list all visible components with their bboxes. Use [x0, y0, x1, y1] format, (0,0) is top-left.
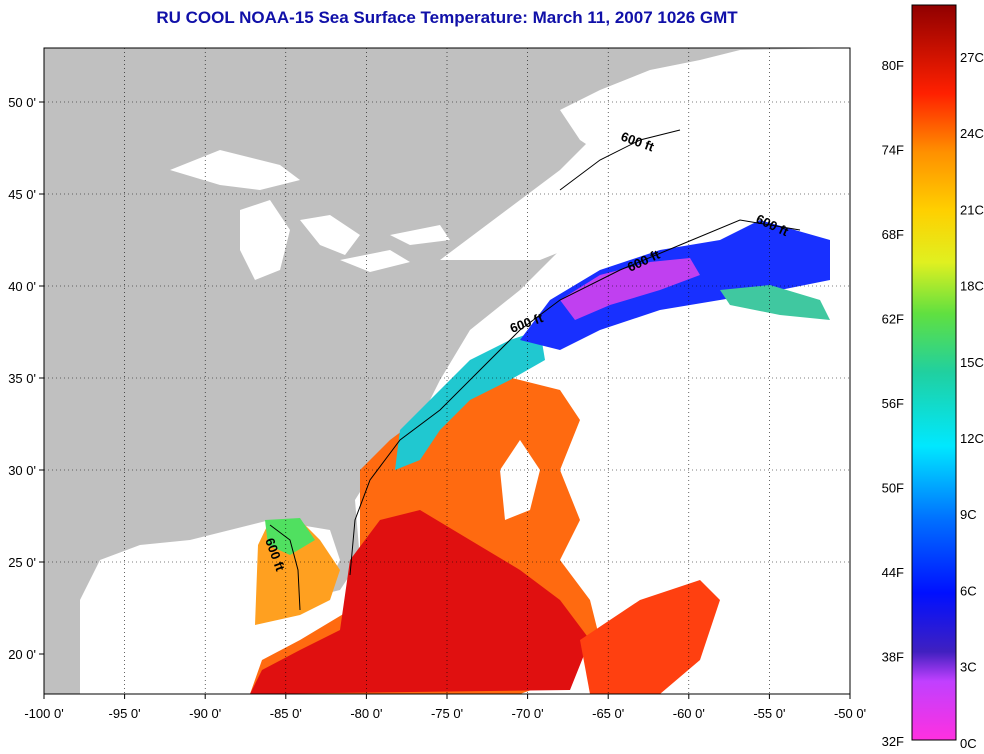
latitude-ticks: 50 0' 45 0' 40 0' 35 0' 30 0' 25 0' 20 0': [8, 95, 44, 662]
sst-slope-magenta: [560, 258, 700, 320]
sst-slope-blue: [520, 220, 830, 350]
longitude-ticks: -100 0' -95 0' -90 0' -85 0' -80 0' -75 0' -70…: [24, 694, 866, 721]
lat-tick-label: 50 0': [8, 95, 36, 110]
colorbar-f-label: 80F: [882, 58, 904, 73]
colorbar-c-label: 27C: [960, 50, 984, 65]
colorbar: [911, 4, 957, 741]
cloud-gap: [500, 440, 540, 520]
lon-tick-label: -60 0': [673, 706, 705, 721]
lat-tick-label: 20 0': [8, 647, 36, 662]
lon-tick-label: -80 0': [350, 706, 382, 721]
lat-tick-label: 25 0': [8, 555, 36, 570]
lon-tick-label: -55 0': [753, 706, 785, 721]
colorbar-f-label: 38F: [882, 650, 904, 665]
lat-tick-label: 35 0': [8, 371, 36, 386]
colorbar-f-label: 62F: [882, 312, 904, 327]
colorbar-f-label: 56F: [882, 396, 904, 411]
lon-tick-label: -85 0': [270, 706, 302, 721]
sst-east-patch: [580, 580, 720, 694]
lon-tick-label: -50 0': [834, 706, 866, 721]
colorbar-c-label: 24C: [960, 126, 984, 141]
colorbar-c-label: 12C: [960, 431, 984, 446]
colorbar-f-label: 50F: [882, 481, 904, 496]
colorbar-f-label: 74F: [882, 143, 904, 158]
sst-slope-green: [720, 285, 830, 320]
colorbar-c-label: 0C: [960, 736, 977, 751]
lat-tick-label: 45 0': [8, 187, 36, 202]
colorbar-f-label: 44F: [882, 565, 904, 580]
colorbar-c-label: 18C: [960, 279, 984, 294]
lon-tick-label: -90 0': [189, 706, 221, 721]
colorbar-c-label: 6C: [960, 583, 977, 598]
sst-gulf-shelf: [265, 518, 315, 555]
sst-hot-region: [250, 510, 590, 694]
colorbar-c-label: 3C: [960, 660, 977, 675]
colorbar-c-label: 21C: [960, 202, 984, 217]
lat-tick-label: 30 0': [8, 463, 36, 478]
great-lakes: [170, 150, 450, 280]
colorbar-fahrenheit-labels: 80F 74F 68F 62F 56F 50F 44F 38F 32F: [882, 58, 904, 749]
sst-coastal-cold: [395, 330, 545, 470]
lon-tick-label: -70 0': [512, 706, 544, 721]
map-title: RU COOL NOAA-15 Sea Surface Temperature:…: [156, 8, 738, 27]
lon-tick-label: -100 0': [24, 706, 63, 721]
colorbar-c-label: 9C: [960, 507, 977, 522]
lon-tick-label: -95 0': [109, 706, 141, 721]
colorbar-c-label: 15C: [960, 355, 984, 370]
600ft-contour: [269, 129, 801, 611]
colorbar-f-label: 68F: [882, 227, 904, 242]
lat-tick-label: 40 0': [8, 279, 36, 294]
colorbar-f-label: 32F: [882, 734, 904, 749]
colorbar-celsius-labels: 27C 24C 21C 18C 15C 12C 9C 6C 3C 0C: [960, 50, 984, 751]
lon-tick-label: -75 0': [431, 706, 463, 721]
lon-tick-label: -65 0': [592, 706, 624, 721]
st-lawrence: [440, 110, 720, 260]
